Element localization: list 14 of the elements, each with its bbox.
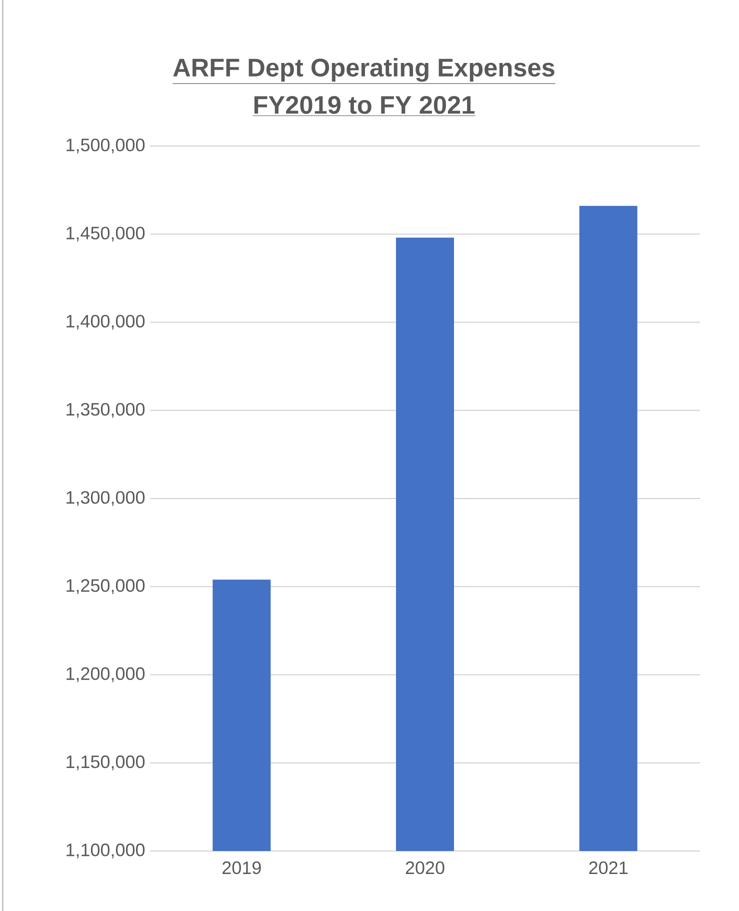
y-tick-label: 1,100,000: [66, 844, 145, 858]
x-tick-label: 2019: [222, 861, 261, 874]
chart-subtitle: FY2019 to FY 2021: [254, 96, 474, 114]
x-tick-label: 2020: [406, 861, 444, 874]
y-tick-label: 1,200,000: [66, 667, 145, 682]
y-tick-label: 1,400,000: [66, 314, 145, 330]
y-tick-label: 1,250,000: [66, 579, 145, 594]
chart-title: ARFF Dept Operating Expenses: [173, 58, 554, 82]
y-tick-label: 1,450,000: [66, 226, 145, 242]
y-tick-label: 1,150,000: [66, 755, 145, 770]
y-tick-label: 1,300,000: [66, 491, 145, 506]
y-tick-label: 1,500,000: [66, 138, 145, 154]
y-tick-label: 1,350,000: [66, 402, 145, 418]
x-tick-label: 2021: [589, 861, 628, 874]
